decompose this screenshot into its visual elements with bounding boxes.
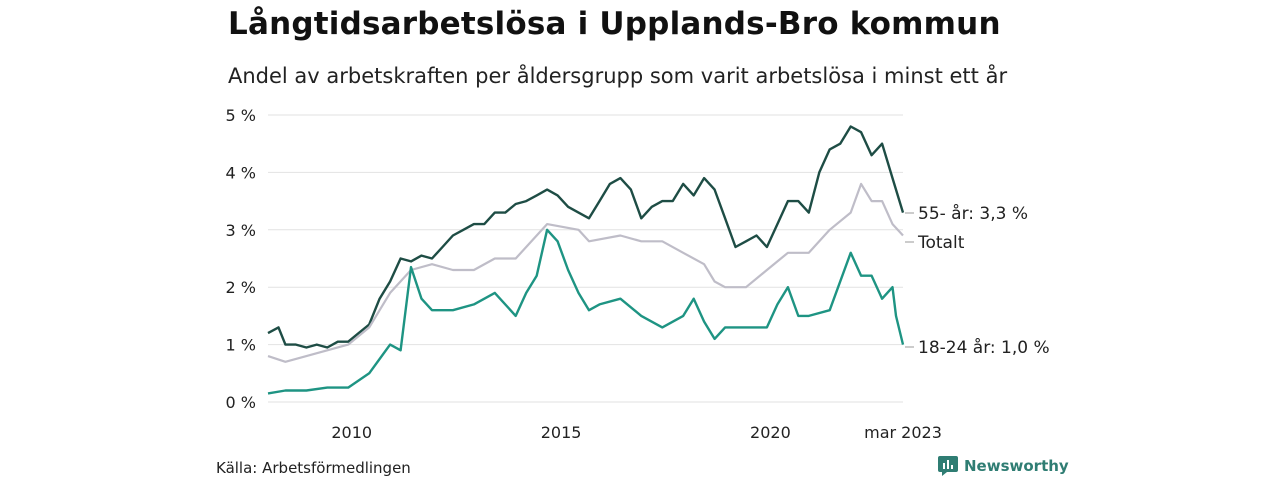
end-label-old: 55- år: 3,3 % [918,203,1028,224]
y-tick-label: 2 % [226,278,256,297]
series-line-old [267,125,905,349]
grid [268,114,903,403]
x-tick-label: 2015 [541,423,582,442]
newsworthy-logo-icon [938,456,958,476]
chart-subtitle: Andel av arbetskraften per åldersgrupp s… [228,64,1008,88]
end-label-total: Totalt [917,233,965,253]
y-tick-label: 5 % [226,106,256,125]
x-tick-label: mar 2023 [864,423,942,442]
series-line-total [267,182,904,363]
y-tick-label: 4 % [226,163,256,182]
series-lines [267,125,905,395]
x-axis-ticks: 2010 2015 2020 mar 2023 [331,423,942,442]
x-tick-label: 2020 [750,423,791,442]
x-tick-label: 2010 [331,423,372,442]
end-label-young: 18-24 år: 1,0 % [918,337,1050,358]
chart-title: Långtidsarbetslösa i Upplands-Bro kommun [228,6,1001,42]
y-axis-ticks: 0 % 1 % 2 % 3 % 4 % 5 % [226,106,256,412]
y-tick-label: 1 % [226,336,256,355]
brand-logo: Newsworthy [938,456,1069,476]
y-tick-label: 3 % [226,221,256,240]
source-note: Källa: Arbetsförmedlingen [216,459,411,477]
series-line-young [267,228,905,395]
brand-name: Newsworthy [964,457,1069,475]
y-tick-label: 0 % [226,393,256,412]
series-end-labels: 55- år: 3,3 % Totalt 18-24 år: 1,0 % [905,203,1050,358]
